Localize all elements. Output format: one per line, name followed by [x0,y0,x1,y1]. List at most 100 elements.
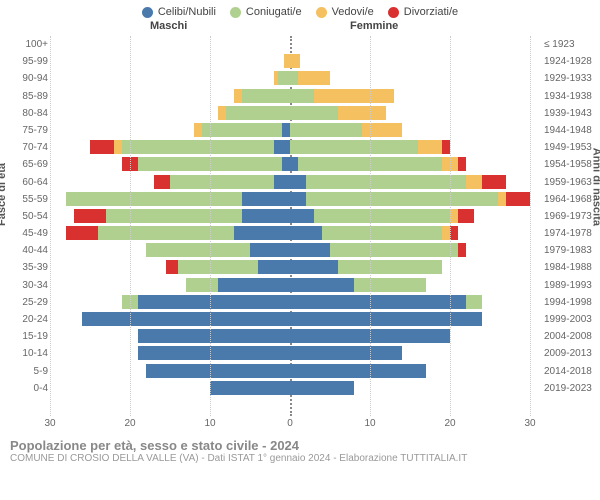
bar-segment [330,243,458,257]
female-bar [290,364,426,378]
age-row [50,36,530,53]
bar-segment [298,71,330,85]
birth-label: 1969-1973 [544,208,592,225]
male-bar [122,295,290,309]
bar-segment [138,329,290,343]
age-row [50,225,530,242]
birth-label: 1959-1963 [544,174,592,191]
age-row [50,122,530,139]
male-bar [218,106,290,120]
bar-segment [82,312,290,326]
bar-segment [290,226,322,240]
bar-segment [290,106,338,120]
age-label: 55-59 [0,191,48,208]
age-row [50,259,530,276]
bar-segment [290,260,338,274]
bar-segment [114,140,122,154]
bar-segment [458,157,466,171]
age-row [50,345,530,362]
legend-label: Vedovi/e [332,6,374,18]
bar-segment [98,226,234,240]
bar-segment [442,226,450,240]
female-bar [290,312,482,326]
bar-segment [90,140,114,154]
legend-item: Celibi/Nubili [142,6,216,18]
bar-segment [226,106,290,120]
age-label: 65-69 [0,156,48,173]
age-label: 75-79 [0,122,48,139]
male-bar [138,329,290,343]
age-label: 35-39 [0,259,48,276]
bar-segment [290,123,362,137]
age-row [50,311,530,328]
bar-segment [234,226,290,240]
bar-segment [466,295,482,309]
female-bar [290,381,354,395]
bar-segment [362,123,402,137]
male-bar [82,312,290,326]
bar-segment [146,243,250,257]
female-bar [290,54,300,68]
female-bar [290,295,482,309]
grid-line [530,36,531,416]
birth-label: 1984-1988 [544,259,592,276]
bar-segment [250,243,290,257]
female-header: Femmine [350,20,398,32]
male-bar [66,226,290,240]
bar-segment [442,140,450,154]
age-row [50,139,530,156]
male-bar [74,209,290,223]
chart-inner [50,36,530,416]
age-label: 80-84 [0,105,48,122]
bar-segment [274,175,290,189]
male-bar [146,364,290,378]
bar-segment [466,175,482,189]
bar-segment [338,260,442,274]
x-tick-label: 30 [44,418,55,429]
age-label: 45-49 [0,225,48,242]
chart-subtitle: COMUNE DI CROSIO DELLA VALLE (VA) - Dati… [10,453,590,464]
birth-label: 1924-1928 [544,53,592,70]
female-bar [290,278,426,292]
age-label: 40-44 [0,242,48,259]
bar-segment [458,243,466,257]
x-tick-label: 20 [124,418,135,429]
bar-segment [354,278,426,292]
birth-label: 1979-1983 [544,242,592,259]
legend-label: Coniugati/e [246,6,302,18]
bar-segment [210,381,290,395]
grid-line [370,36,371,416]
legend-item: Coniugati/e [230,6,302,18]
birth-label: 1929-1933 [544,70,592,87]
female-bar [290,209,474,223]
bar-segment [290,140,418,154]
male-bar [154,175,290,189]
birth-label: 1944-1948 [544,122,592,139]
birth-year-labels: ≤ 19231924-19281929-19331934-19381939-19… [544,36,592,416]
bar-segment [66,192,242,206]
bar-segment [194,123,202,137]
age-row [50,156,530,173]
age-label: 15-19 [0,328,48,345]
age-label: 95-99 [0,53,48,70]
bar-rows [50,36,530,397]
bar-segment [290,312,482,326]
column-headers: Maschi Femmine [0,20,600,36]
bar-segment [278,71,290,85]
bar-segment [290,89,314,103]
age-row [50,208,530,225]
bar-segment [282,157,290,171]
grid-line [450,36,451,416]
grid-line [50,36,51,416]
male-bar [90,140,290,154]
age-label: 10-14 [0,345,48,362]
bar-segment [450,226,458,240]
age-row [50,88,530,105]
male-bar [186,278,290,292]
age-row [50,53,530,70]
age-labels: 100+95-9990-9485-8980-8475-7970-7465-696… [0,36,48,416]
age-row [50,191,530,208]
bar-segment [106,209,242,223]
bar-segment [66,226,98,240]
bar-segment [202,123,282,137]
